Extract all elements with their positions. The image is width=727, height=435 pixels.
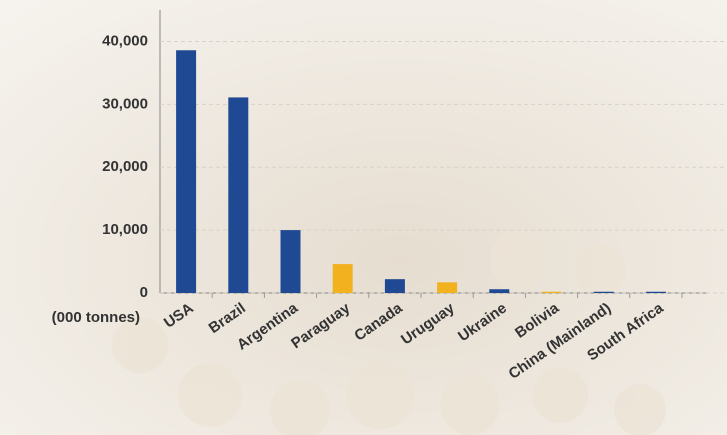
bar [384,279,405,293]
bar [176,50,197,294]
y-tick-label: 30,000 [102,95,148,112]
y-tick-label: 0 [140,284,148,301]
bar [228,97,249,293]
bar [332,264,353,293]
decoration [112,230,666,435]
bar [280,230,301,293]
bar [489,289,510,293]
y-tick-label: 20,000 [102,158,148,175]
y-tick-label: 40,000 [102,32,148,49]
bar [645,291,666,293]
y-tick-label: 10,000 [102,221,148,238]
bar [541,291,562,293]
bar [593,291,614,293]
bar [437,282,458,293]
y-axis-label: (000 tonnes) [52,309,140,326]
